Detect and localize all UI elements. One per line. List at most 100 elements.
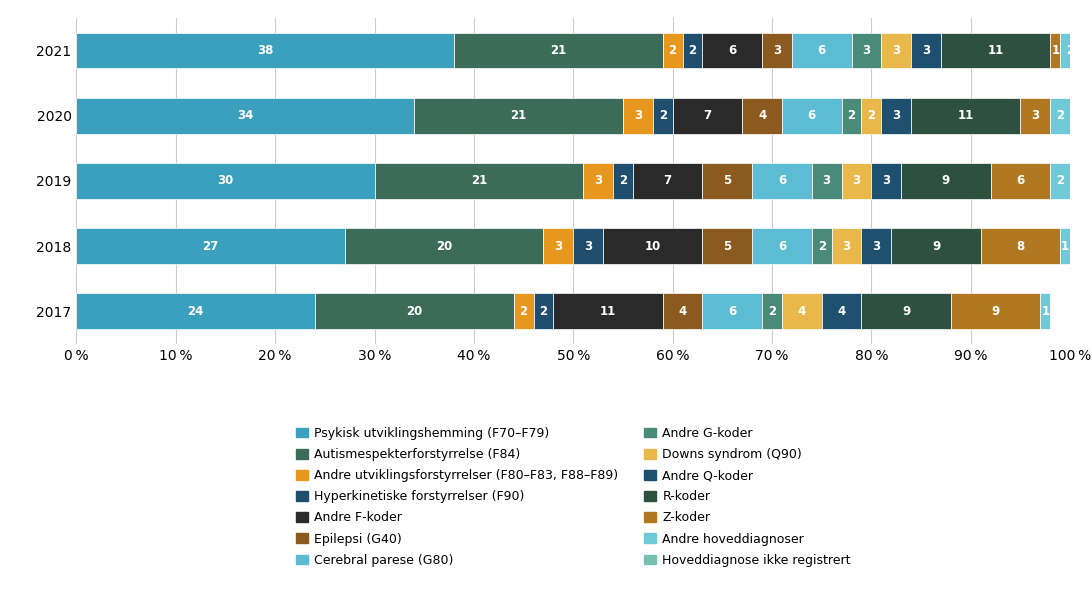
Text: 9: 9 — [931, 240, 940, 253]
Bar — [663, 294, 702, 329]
Text: 3: 3 — [773, 44, 781, 57]
Text: 9: 9 — [902, 305, 911, 318]
Bar — [1051, 163, 1070, 199]
Text: 27: 27 — [202, 240, 218, 253]
Text: 7: 7 — [703, 109, 712, 122]
Text: 38: 38 — [257, 44, 273, 57]
Text: 2: 2 — [619, 174, 627, 187]
Text: 3: 3 — [843, 240, 851, 253]
Text: 5: 5 — [723, 174, 732, 187]
Text: 3: 3 — [892, 44, 900, 57]
Text: 2: 2 — [867, 109, 876, 122]
Bar — [911, 98, 1021, 133]
Bar — [76, 33, 454, 68]
Bar — [702, 294, 762, 329]
Bar — [76, 163, 375, 199]
Text: 3: 3 — [555, 240, 562, 253]
Text: 6: 6 — [1017, 174, 1024, 187]
Text: 30: 30 — [217, 174, 234, 187]
Text: 6: 6 — [818, 44, 826, 57]
Bar — [76, 98, 414, 133]
Text: 1: 1 — [1042, 305, 1049, 318]
Text: 11: 11 — [600, 305, 616, 318]
Text: 1: 1 — [1052, 44, 1059, 57]
Text: 21: 21 — [511, 109, 526, 122]
Bar — [603, 228, 702, 264]
Bar — [862, 228, 891, 264]
Bar — [911, 33, 941, 68]
Text: 6: 6 — [778, 240, 786, 253]
Bar — [871, 163, 901, 199]
Bar — [673, 98, 743, 133]
Bar — [811, 228, 832, 264]
Bar — [1041, 294, 1051, 329]
Text: 3: 3 — [873, 240, 880, 253]
Text: 3: 3 — [922, 44, 930, 57]
Bar — [682, 33, 702, 68]
Bar — [852, 33, 881, 68]
Text: 2: 2 — [768, 305, 776, 318]
Text: 1: 1 — [1061, 240, 1069, 253]
Bar — [862, 98, 881, 133]
Text: 8: 8 — [1017, 240, 1024, 253]
Bar — [1051, 33, 1060, 68]
Bar — [1060, 33, 1080, 68]
Bar — [76, 294, 314, 329]
Text: 2: 2 — [1056, 109, 1065, 122]
Bar — [663, 33, 682, 68]
Text: 6: 6 — [728, 44, 736, 57]
Text: 9: 9 — [941, 174, 950, 187]
Bar — [573, 228, 603, 264]
Bar — [891, 228, 981, 264]
Bar — [76, 228, 345, 264]
Bar — [633, 163, 702, 199]
Text: 3: 3 — [853, 174, 860, 187]
Bar — [414, 98, 622, 133]
Bar — [762, 33, 792, 68]
Bar — [832, 228, 862, 264]
Bar — [743, 98, 782, 133]
Text: 34: 34 — [237, 109, 253, 122]
Text: 4: 4 — [798, 305, 806, 318]
Bar — [1051, 98, 1070, 133]
Bar — [624, 98, 653, 133]
Bar — [314, 294, 513, 329]
Bar — [702, 163, 752, 199]
Text: 4: 4 — [758, 109, 767, 122]
Text: 3: 3 — [584, 240, 592, 253]
Bar — [534, 294, 554, 329]
Text: 3: 3 — [594, 174, 602, 187]
Text: 3: 3 — [822, 174, 831, 187]
Bar — [881, 98, 911, 133]
Bar — [613, 163, 633, 199]
Text: 3: 3 — [882, 174, 890, 187]
Bar — [901, 163, 990, 199]
Text: 7: 7 — [664, 174, 672, 187]
Legend: Psykisk utviklingshemming (F70–F79), Autismespekterforstyrrelse (F84), Andre utv: Psykisk utviklingshemming (F70–F79), Aut… — [290, 422, 856, 572]
Bar — [375, 163, 583, 199]
Bar — [862, 294, 951, 329]
Bar — [782, 294, 822, 329]
Bar — [454, 33, 663, 68]
Text: 6: 6 — [808, 109, 816, 122]
Bar — [752, 163, 811, 199]
Text: 4: 4 — [678, 305, 687, 318]
Text: 3: 3 — [633, 109, 642, 122]
Text: 21: 21 — [550, 44, 567, 57]
Bar — [702, 33, 762, 68]
Bar — [822, 294, 862, 329]
Text: 21: 21 — [471, 174, 487, 187]
Text: 3: 3 — [892, 109, 900, 122]
Bar — [842, 163, 871, 199]
Text: 5: 5 — [723, 240, 732, 253]
Bar — [702, 228, 752, 264]
Text: 9: 9 — [992, 305, 1000, 318]
Text: 2: 2 — [668, 44, 677, 57]
Bar — [981, 228, 1060, 264]
Text: 2: 2 — [688, 44, 697, 57]
Bar — [1060, 228, 1070, 264]
Bar — [811, 163, 842, 199]
Bar — [653, 98, 673, 133]
Bar — [842, 98, 862, 133]
Bar — [792, 33, 852, 68]
